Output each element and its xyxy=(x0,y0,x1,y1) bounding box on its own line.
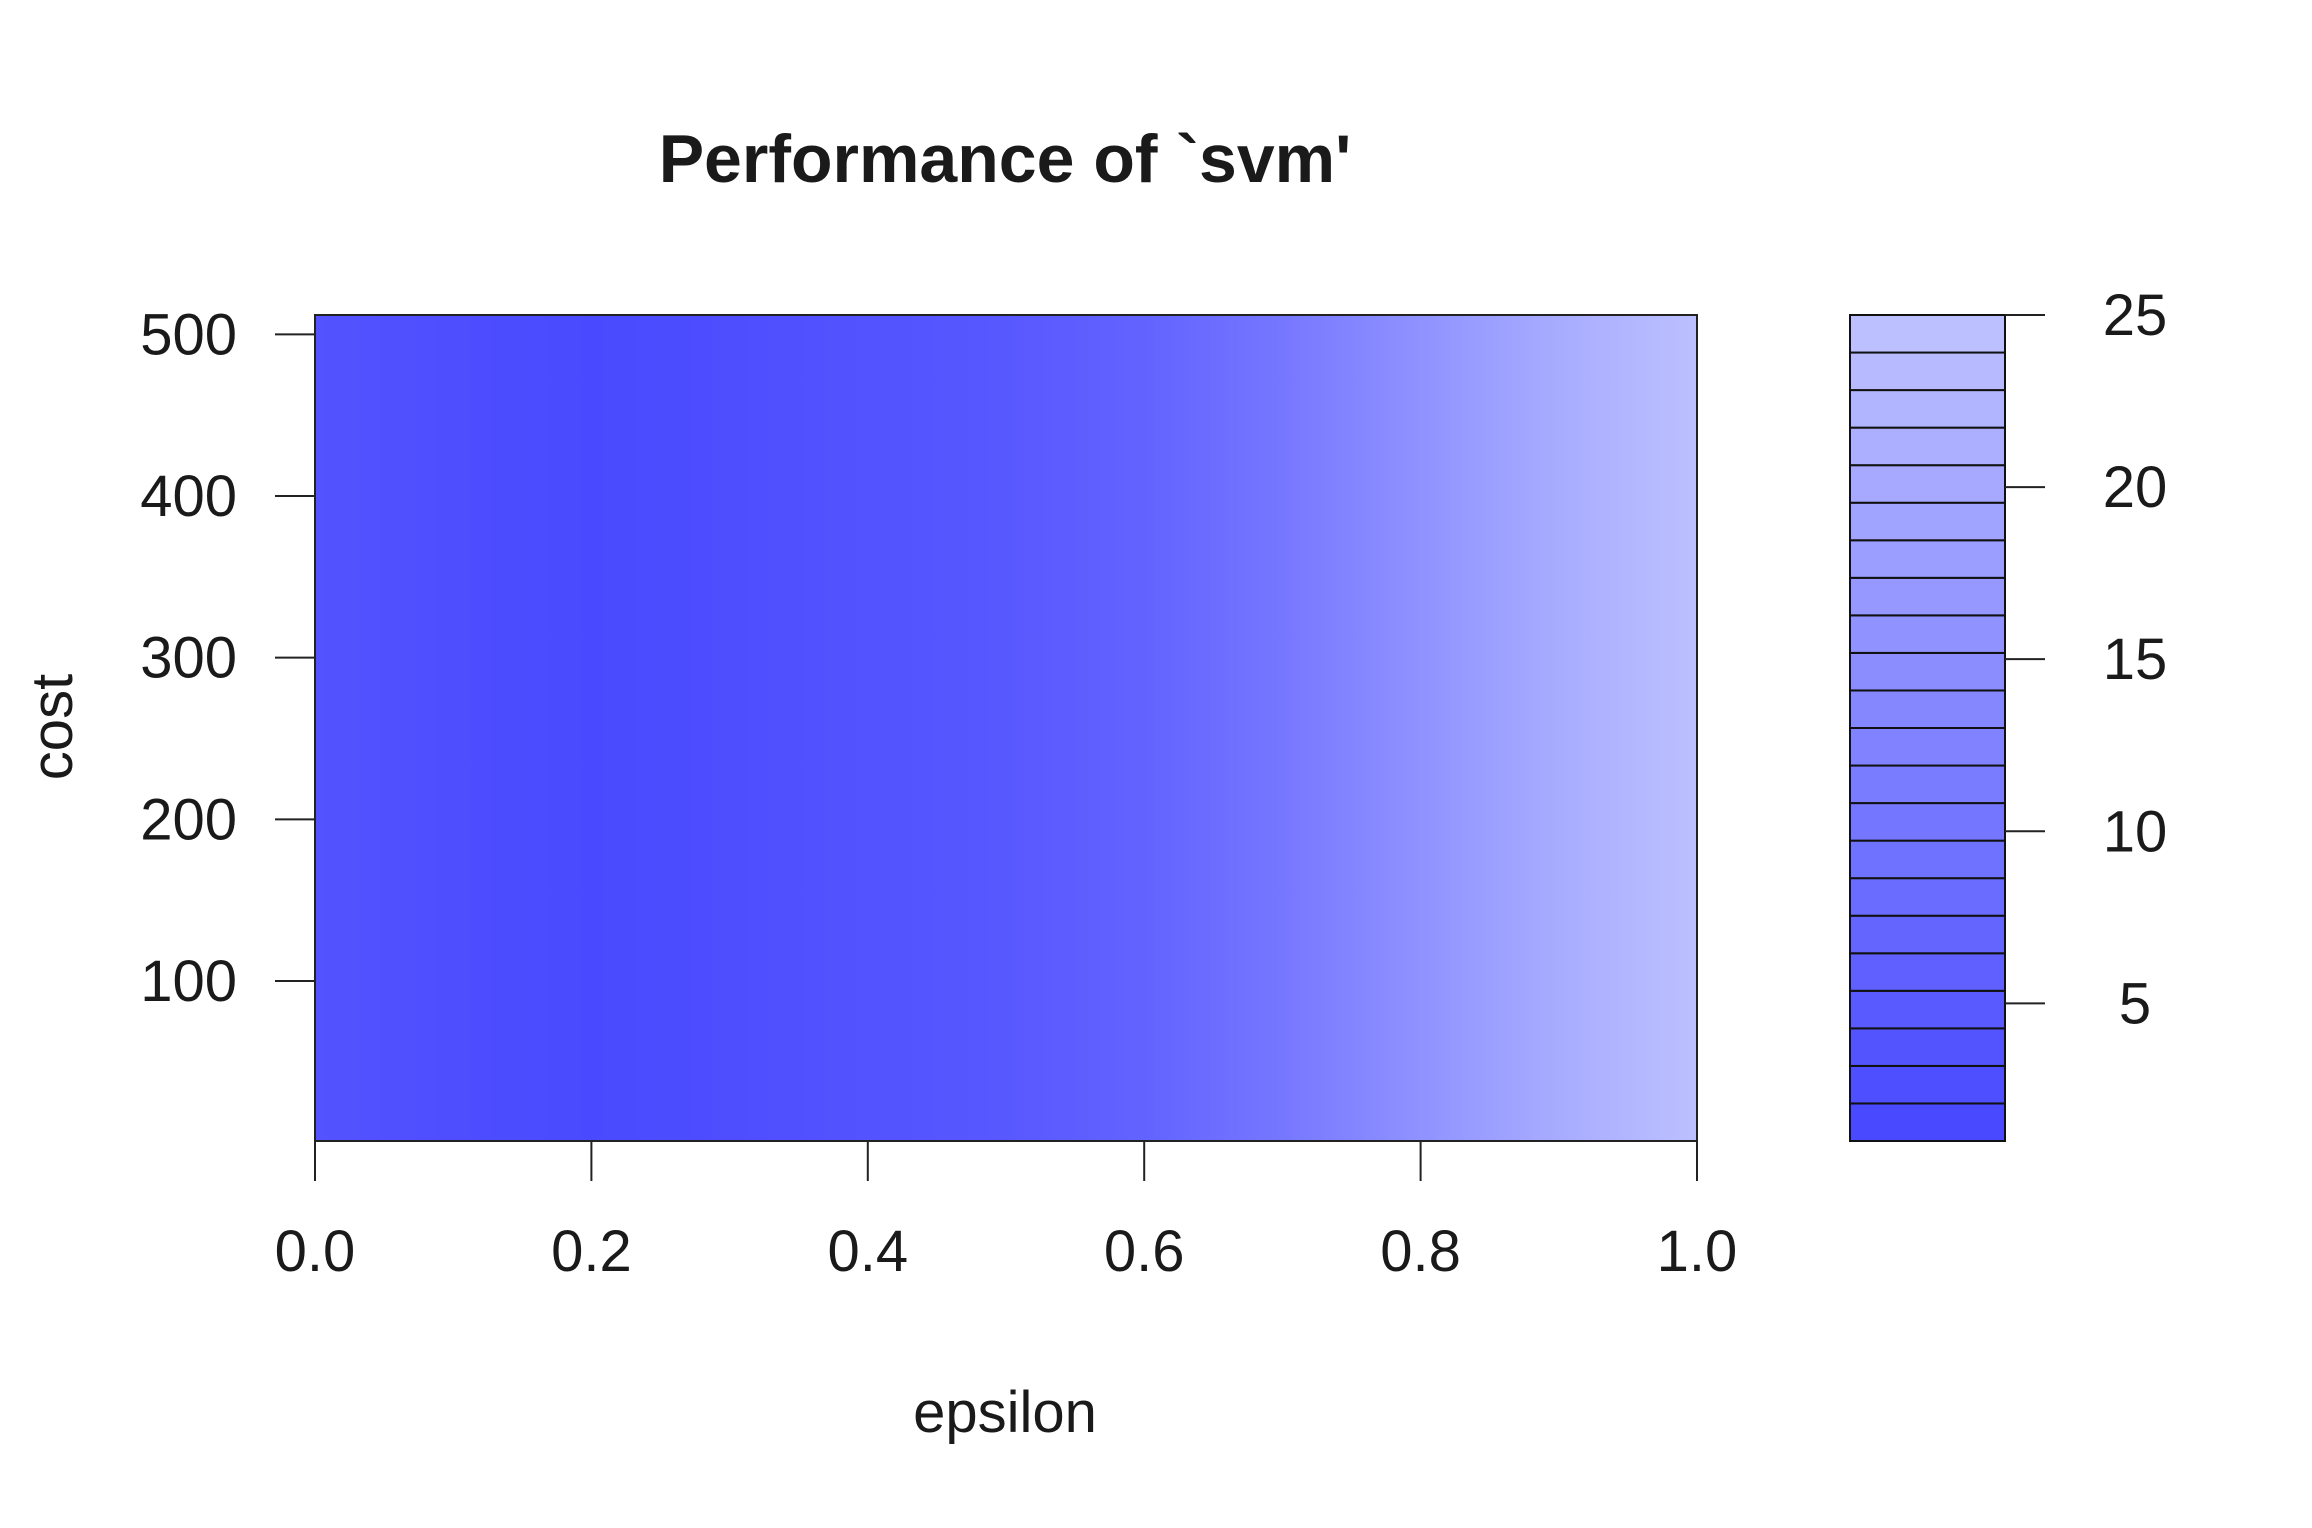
heatmap-surface xyxy=(315,315,1697,1141)
chart-title: Performance of `svm' xyxy=(659,121,1352,197)
legend-tick-label: 10 xyxy=(2103,799,2168,864)
y-tick-label: 400 xyxy=(140,464,237,529)
x-tick-label: 1.0 xyxy=(1657,1219,1738,1284)
legend-level xyxy=(1849,877,2006,917)
x-tick-label: 0.2 xyxy=(551,1219,632,1284)
legend-level xyxy=(1849,689,2006,729)
legend-level xyxy=(1849,1027,2006,1067)
x-tick-label: 0.4 xyxy=(827,1219,908,1284)
legend-tick-label: 5 xyxy=(2119,971,2151,1036)
legend-level xyxy=(1849,914,2006,955)
legend-level xyxy=(1849,576,2006,617)
x-tick-label: 0.0 xyxy=(275,1219,356,1284)
y-axis-label: cost xyxy=(20,674,85,780)
legend-level xyxy=(1849,764,2006,805)
legend-level xyxy=(1849,426,2006,467)
legend-level xyxy=(1849,389,2006,429)
y-tick-label: 300 xyxy=(140,626,237,691)
x-axis: 0.0 0.2 0.4 0.6 0.8 1.0 xyxy=(275,1140,1738,1284)
legend-level xyxy=(1849,539,2006,579)
legend-level xyxy=(1849,952,2006,992)
y-axis: 100 200 300 400 500 xyxy=(140,302,316,1141)
legend-tick-label: 15 xyxy=(2103,627,2168,692)
y-tick-label: 100 xyxy=(140,949,237,1014)
legend-tick-label: 20 xyxy=(2103,455,2168,520)
legend-level xyxy=(1849,501,2006,542)
legend-level xyxy=(1849,351,2006,392)
legend-level xyxy=(1849,989,2006,1030)
x-axis-label: epsilon xyxy=(913,1380,1097,1445)
legend-level xyxy=(1849,464,2006,504)
legend-level xyxy=(1849,727,2006,767)
y-tick-label: 200 xyxy=(140,787,237,852)
x-tick-label: 0.6 xyxy=(1104,1219,1185,1284)
legend-level xyxy=(1849,802,2006,842)
legend-level xyxy=(1849,314,2006,354)
color-legend: 5 10 15 20 25 xyxy=(1849,283,2168,1143)
legend-level xyxy=(1849,839,2006,880)
legend-level xyxy=(1849,1102,2006,1143)
legend-tick-label: 25 xyxy=(2103,283,2168,348)
x-tick-label: 0.8 xyxy=(1380,1219,1461,1284)
legend-level xyxy=(1849,651,2006,692)
y-tick-label: 500 xyxy=(140,302,237,367)
legend-level xyxy=(1849,614,2006,654)
legend-level xyxy=(1849,1064,2006,1105)
